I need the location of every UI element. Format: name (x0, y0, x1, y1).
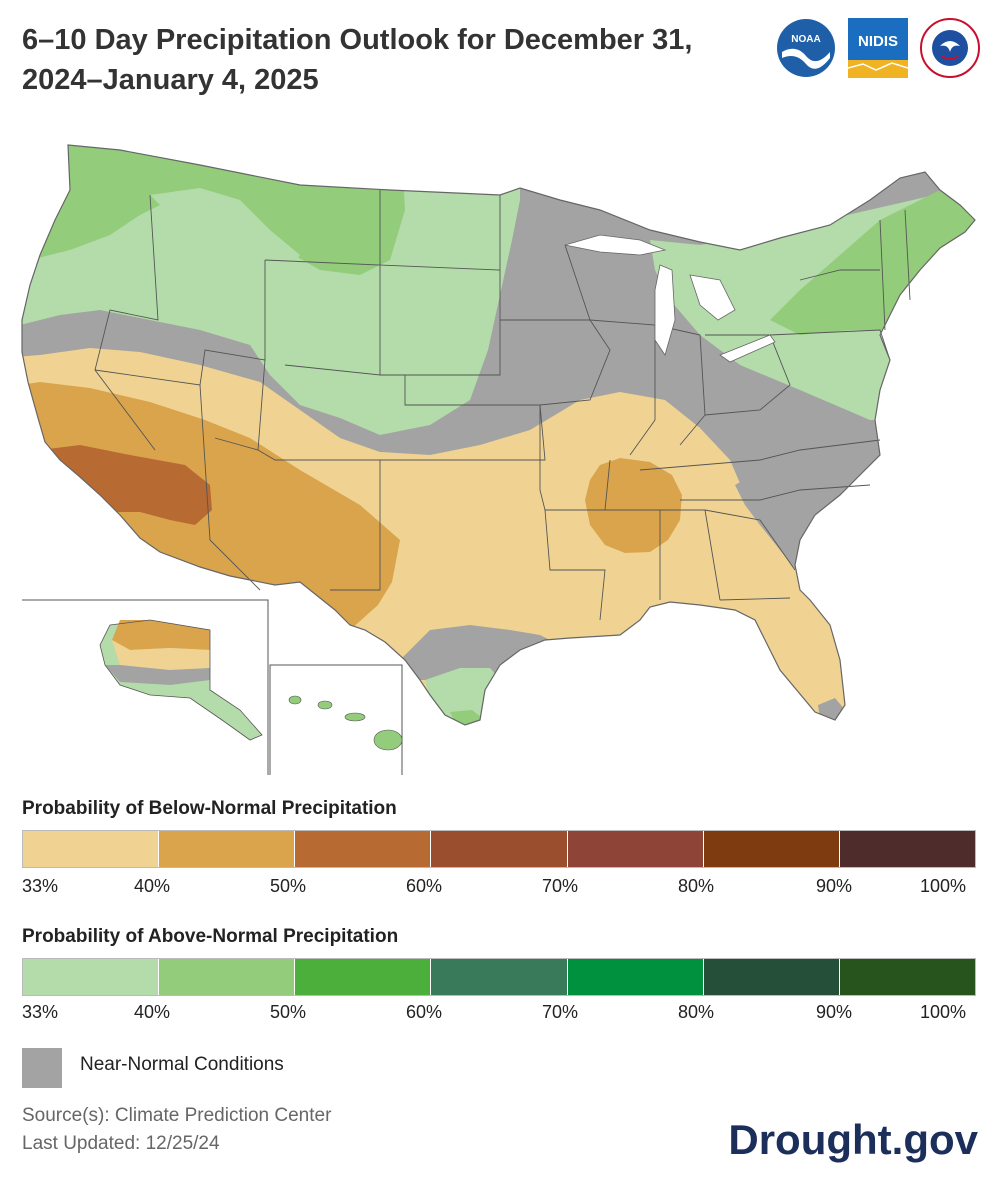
hawaii-inset (269, 664, 403, 775)
source-block: Source(s): Climate Prediction Center Las… (22, 1102, 331, 1158)
border-path (589, 319, 656, 456)
below-legend-title: Probability of Below-Normal Precipitatio… (22, 798, 397, 819)
lake-michigan (654, 264, 676, 356)
conus-outline (21, 144, 976, 726)
near-normal-swatch (22, 1048, 62, 1088)
source-text: Source(s): Climate Prediction Center (22, 1105, 332, 1126)
great-lakes (564, 234, 776, 363)
border-path (704, 509, 796, 571)
tick-label: 90% (816, 1002, 853, 1022)
below-swatch-80-90 (703, 831, 840, 867)
logo-group: NOAA NIDIS (776, 18, 980, 78)
border-path (904, 209, 911, 301)
above-ramp-ticks: 33% 40% 50% 60% 70% 80% 90% 100% (22, 1002, 976, 1026)
below-ramp-ticks: 33% 40% 50% 60% 70% 80% 90% 100% (22, 876, 976, 900)
alaska-outline (99, 619, 263, 741)
region-above-33-idaho-lobe (150, 188, 300, 270)
border-path (544, 509, 606, 621)
below-swatch-40-50 (159, 831, 296, 867)
region-above-40-south-texas (450, 710, 485, 725)
alaska-below-40 (112, 620, 210, 650)
above-swatch-33-40 (23, 959, 160, 995)
border-path (639, 439, 881, 471)
below-swatch-70-80 (567, 831, 704, 867)
page-title: 6–10 Day Precipitation Outlook for Decem… (22, 24, 693, 96)
outlook-map-svg (21, 144, 976, 775)
tick-label: 70% (542, 876, 579, 896)
hawaii-island-kauai (288, 695, 302, 705)
border-path (564, 244, 591, 321)
alaska-inset (22, 599, 269, 775)
lake-erie (719, 334, 776, 363)
below-swatch-33-40 (23, 831, 160, 867)
drought-gov-logo[interactable]: Drought.gov (728, 1116, 978, 1163)
tick-label: 60% (406, 1002, 443, 1022)
border-path (704, 334, 791, 416)
above-swatch-60-70 (431, 959, 568, 995)
lake-superior (564, 234, 667, 256)
above-legend-title: Probability of Above-Normal Precipitatio… (22, 926, 399, 947)
tick-label: 50% (270, 876, 307, 896)
border-path (769, 329, 891, 361)
nidis-logo[interactable]: NIDIS (848, 18, 908, 78)
below-swatch-60-70 (431, 831, 568, 867)
border-path (500, 319, 611, 406)
below-swatch-90-100 (839, 831, 975, 867)
alaska-inset-frame (22, 599, 269, 775)
border-path (199, 384, 261, 591)
tick-label: 100% (920, 876, 967, 896)
alaska-near-normal (105, 665, 210, 685)
tick-label: 80% (678, 876, 715, 896)
tick-label: 33% (22, 876, 59, 896)
below-color-ramp (22, 830, 976, 868)
above-swatch-80-90 (703, 959, 840, 995)
noaa-logo[interactable]: NOAA (776, 18, 836, 78)
outlook-map (0, 120, 1000, 780)
above-color-ramp (22, 958, 976, 996)
border-path (879, 219, 886, 331)
state-borders (94, 190, 911, 621)
border-path (719, 597, 791, 601)
below-swatch-50-60 (295, 831, 432, 867)
tick-label: 70% (542, 1002, 579, 1022)
border-path (799, 269, 880, 281)
last-updated-text: Last Updated: 12/25/24 (22, 1133, 220, 1154)
region-below-40-mississippi (585, 458, 682, 553)
above-swatch-90-100 (839, 959, 975, 995)
nidis-logo-text: NIDIS (858, 33, 898, 50)
near-normal-label: Near-Normal Conditions (80, 1054, 284, 1075)
tick-label: 80% (678, 1002, 715, 1022)
hawaii-island-maui (344, 712, 366, 722)
nws-logo[interactable] (920, 18, 980, 78)
tick-label: 100% (920, 1002, 967, 1022)
border-path (94, 349, 266, 386)
border-path (264, 259, 381, 376)
hawaii-inset-frame (269, 664, 403, 775)
border-path (654, 324, 706, 446)
alaska-below-33 (112, 640, 210, 670)
lake-huron (689, 274, 736, 321)
noaa-logo-text: NOAA (791, 34, 820, 45)
above-swatch-40-50 (159, 959, 296, 995)
tick-label: 60% (406, 876, 443, 896)
above-swatch-50-60 (295, 959, 432, 995)
tick-label: 40% (134, 876, 171, 896)
hawaii-island-oahu (317, 700, 333, 710)
tick-label: 90% (816, 876, 853, 896)
hawaii-island-big (373, 729, 403, 751)
above-swatch-70-80 (567, 959, 704, 995)
border-path (379, 264, 501, 376)
tick-label: 33% (22, 1002, 59, 1022)
tick-label: 40% (134, 1002, 171, 1022)
border-path (214, 260, 266, 451)
tick-label: 50% (270, 1002, 307, 1022)
border-path (94, 194, 159, 451)
border-path (680, 484, 871, 501)
